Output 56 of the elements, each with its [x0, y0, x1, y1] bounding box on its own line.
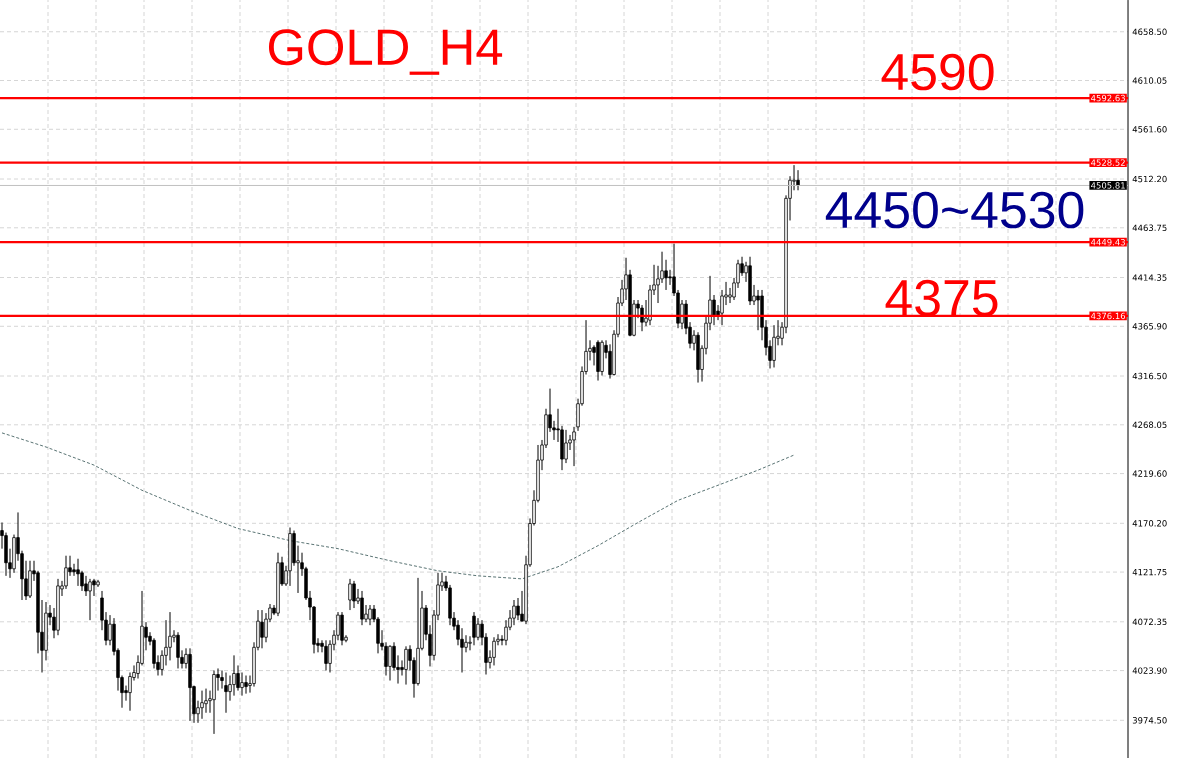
y-tick-label: 3974.50: [1132, 717, 1167, 724]
candlestick: [492, 636, 496, 666]
y-tick-label: 4463.75: [1132, 224, 1167, 231]
candlestick: [240, 671, 244, 697]
y-tick-label: 4414.35: [1132, 274, 1167, 281]
y-tick-label: 4072.35: [1132, 618, 1167, 626]
ref-line-label: 4449.43: [1091, 239, 1125, 246]
y-tick-label: 4219.60: [1132, 470, 1167, 477]
candlestick: [640, 304, 644, 332]
candlestick: [388, 644, 392, 682]
candlestick: [564, 429, 568, 464]
candlestick: [472, 611, 476, 646]
candlestick: [772, 324, 776, 368]
candlestick: [72, 563, 76, 577]
annotation: 4450~4530: [825, 191, 1084, 229]
candlestick: [404, 645, 408, 686]
candlestick: [200, 690, 204, 720]
candlestick: [232, 654, 236, 697]
y-tick-label: 4561.60: [1132, 126, 1167, 133]
candlestick: [168, 611, 172, 661]
annotation: 4590: [881, 53, 994, 91]
candlestick: [76, 558, 80, 587]
candlestick: [796, 169, 800, 191]
candlestick: [360, 590, 364, 626]
y-tick-label: 4658.50: [1132, 28, 1167, 35]
ref-line-label: 4528.52: [1091, 159, 1125, 166]
candlestick: [712, 294, 716, 326]
y-tick-label: 4023.90: [1132, 667, 1167, 674]
candlestick: [260, 609, 264, 649]
candlestick: [244, 675, 248, 695]
y-tick-label: 4316.50: [1132, 372, 1167, 380]
y-tick-label: 4610.05: [1132, 77, 1167, 84]
ref-line-label: 4592.63: [1091, 94, 1125, 102]
y-tick-label: 4512.20: [1132, 175, 1167, 183]
candlestick: [664, 259, 668, 291]
candlestick: [352, 580, 356, 609]
candlestick: [84, 575, 88, 597]
candlestick: [464, 634, 468, 653]
candlestick: [324, 639, 328, 671]
candlestick: [348, 578, 352, 611]
candlestick: [512, 599, 516, 626]
y-tick-label: 4121.75: [1132, 568, 1167, 576]
candlestick: [756, 289, 760, 331]
candlestick: [88, 578, 92, 621]
y-tick-label: 4268.05: [1132, 421, 1167, 429]
ref-line-label: 4376.16: [1091, 312, 1126, 320]
candlestick: [176, 631, 180, 669]
y-tick-label: 4365.90: [1132, 323, 1167, 330]
text: GOLD_H4: [268, 29, 503, 75]
ref-line-label: 4505.81: [1091, 182, 1125, 189]
line-series: [1, 432, 795, 580]
y-tick-label: 4170.20: [1132, 520, 1167, 527]
annotation: 4375: [885, 279, 998, 317]
candlestick: [476, 617, 480, 641]
candlestick: [368, 604, 372, 626]
candlestick: [224, 671, 228, 714]
